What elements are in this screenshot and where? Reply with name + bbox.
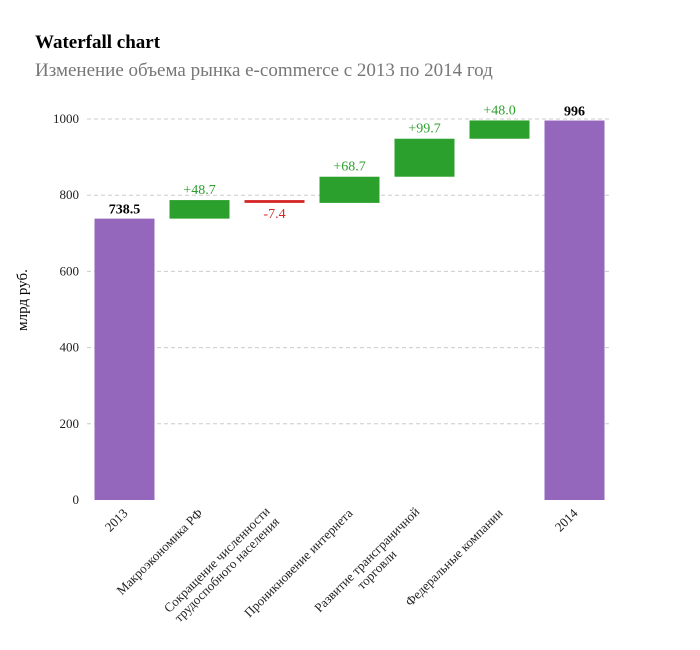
svg-text:2014: 2014: [552, 505, 581, 534]
y-tick-label: 800: [60, 187, 80, 202]
svg-text:Федеральные компании: Федеральные компании: [402, 505, 506, 609]
data-label: 738.5: [109, 203, 141, 218]
data-labels: 738.5 +48.7 -7.4 +68.7 +99.7 +48.0 996: [109, 103, 585, 221]
data-label: +48.7: [183, 183, 215, 198]
y-tick-label: 0: [73, 492, 80, 507]
x-tick-label: 2014: [552, 505, 581, 534]
bar-decrease: [244, 200, 305, 203]
data-label: +99.7: [408, 122, 440, 137]
x-tick-label: 2013: [102, 506, 131, 535]
bar-increase: [319, 176, 380, 203]
data-label: +68.7: [333, 160, 365, 175]
bar-total: [94, 218, 155, 500]
y-tick-label: 1000: [53, 111, 79, 126]
bars: [94, 120, 605, 501]
grid-lines: [87, 118, 612, 425]
y-tick-label: 200: [60, 416, 80, 431]
chart-title: Waterfall chart: [35, 32, 161, 53]
data-label: -7.4: [263, 207, 285, 222]
x-tick-label: Федеральные компании: [402, 505, 506, 609]
bar-increase: [469, 120, 530, 139]
y-tick-label: 400: [60, 340, 80, 355]
y-axis-label: млрд руб.: [15, 269, 31, 331]
bar-total: [544, 120, 605, 501]
bar-increase: [169, 200, 230, 219]
y-axis-ticks: 0 200 400 600 800 1000: [53, 111, 79, 507]
y-tick-label: 600: [60, 263, 80, 278]
bar-increase: [394, 138, 455, 177]
data-label: 996: [564, 105, 585, 120]
data-label: +48.0: [483, 103, 515, 118]
svg-text:2013: 2013: [102, 506, 131, 535]
chart-subtitle: Изменение объема рынка e-commerce с 2013…: [35, 60, 493, 81]
